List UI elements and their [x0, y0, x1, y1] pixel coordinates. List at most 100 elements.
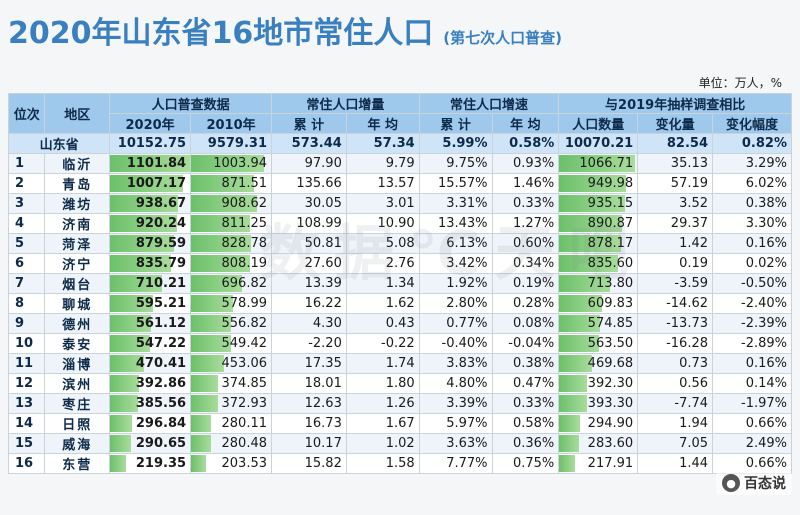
province-inc-annual: 57.34 [345, 133, 420, 154]
chg-pct-cell: 0.02% [712, 253, 792, 274]
rank-cell: 4 [7, 213, 46, 234]
p2019-bar-cell: 574.85 [558, 313, 639, 334]
chg-pct-cell: 0.16% [712, 353, 792, 374]
p2019-value: 283.60 [587, 436, 634, 451]
rate-total-cell: 15.57% [418, 173, 493, 194]
p2010-bar-cell: 549.42 [190, 333, 272, 354]
chg-cell: 29.37 [637, 213, 714, 234]
rate-annual-cell: 1.27% [491, 213, 560, 234]
p2020-bar-cell: 710.21 [109, 273, 192, 294]
city-cell: 济南 [44, 213, 111, 234]
chg-cell: 1.42 [637, 233, 714, 254]
inc-total-cell: 15.82 [271, 453, 347, 474]
rank-cell: 5 [7, 233, 46, 254]
chg-pct-cell: -2.89% [712, 333, 792, 354]
value-bar [110, 375, 139, 392]
inc-annual-cell: 1.34 [345, 273, 420, 294]
value-bar [191, 295, 234, 312]
population-table: 位次 地区 人口普查数据 常住人口增量 常住人口增速 与2019年抽样调查相比 … [7, 93, 792, 474]
p2010-bar-cell: 828.78 [190, 233, 272, 254]
value-bar [191, 195, 257, 212]
inc-annual-cell: 2.76 [345, 253, 420, 274]
inc-annual-cell: 1.80 [345, 373, 420, 394]
p2010-value: 828.78 [221, 236, 268, 251]
inc-total-cell: 17.35 [271, 353, 347, 374]
p2010-value: 556.82 [221, 316, 268, 331]
rate-annual-cell: 0.60% [491, 233, 560, 254]
chg-pct-cell: 2.49% [712, 433, 792, 454]
rate-total-cell: 3.42% [418, 253, 493, 274]
page-title-block: 2020年山东省16地市常住人口 (第七次人口普查) [8, 8, 562, 52]
p2010-bar-cell: 908.62 [190, 193, 272, 214]
chg-cell: -14.62 [637, 293, 714, 314]
table-row: 9 德州 561.12 556.82 4.30 0.43 0.77% 0.08% 574.85-… [7, 313, 792, 334]
rank-cell: 16 [7, 453, 46, 474]
unit-label: 单位：万人，% [698, 76, 782, 90]
chg-cell: 1.94 [637, 413, 714, 434]
city-cell: 泰安 [44, 333, 111, 354]
table-row: 15 威海 290.65 280.48 10.17 1.02 3.63% 0.36% 283.6… [7, 433, 792, 454]
value-bar [191, 275, 242, 292]
table-row: 12 滨州 392.86 374.85 18.01 1.80 4.80% 0.47% 392.3… [7, 373, 792, 394]
header-rate: 常住人口增速 [418, 93, 560, 114]
rate-total-cell: 0.77% [418, 313, 493, 334]
p2019-bar-cell: 294.90 [558, 413, 639, 434]
header-2020: 2020年 [109, 113, 192, 134]
chg-pct-cell: 0.66% [712, 413, 792, 434]
p2020-value: 879.59 [135, 236, 187, 251]
province-rate-annual: 0.58% [491, 133, 560, 154]
rate-annual-cell: 0.36% [491, 433, 560, 454]
p2020-value: 385.56 [135, 396, 187, 411]
province-inc-total: 573.44 [271, 133, 347, 154]
p2010-value: 203.53 [221, 456, 268, 471]
p2020-bar-cell: 595.21 [109, 293, 192, 314]
p2010-bar-cell: 203.53 [190, 453, 272, 474]
value-bar [191, 435, 212, 452]
p2010-value: 280.11 [221, 416, 268, 431]
inc-total-cell: 16.73 [271, 413, 347, 434]
inc-annual-cell: 13.57 [345, 173, 420, 194]
rank-cell: 9 [7, 313, 46, 334]
value-bar [110, 175, 184, 192]
chg-cell: 0.19 [637, 253, 714, 274]
province-name: 山东省 [7, 133, 111, 154]
p2020-value: 547.22 [135, 336, 187, 351]
p2010-value: 578.99 [221, 296, 268, 311]
rate-annual-cell: 0.33% [491, 193, 560, 214]
chg-pct-cell: -2.40% [712, 293, 792, 314]
value-bar [191, 415, 212, 432]
p2019-bar-cell: 393.30 [558, 393, 639, 414]
chg-pct-cell: 3.29% [712, 153, 792, 174]
p2019-value: 949.98 [587, 176, 634, 191]
inc-total-cell: 97.90 [271, 153, 347, 174]
rate-annual-cell: -0.04% [491, 333, 560, 354]
city-cell: 烟台 [44, 273, 111, 294]
province-2020: 10152.75 [109, 133, 192, 154]
table-row: 2 青岛 1007.17 871.51 135.66 13.57 15.57% 1.46% 94… [7, 173, 792, 194]
value-bar [191, 155, 264, 172]
p2019-bar-cell: 878.17 [558, 233, 639, 254]
value-bar [110, 455, 127, 472]
table-row: 1 临沂 1101.84 1003.94 97.90 9.79 9.75% 0.93% 1066… [7, 153, 792, 174]
inc-annual-cell: 1.67 [345, 413, 420, 434]
p2020-value: 392.86 [135, 376, 187, 391]
header-row-1: 位次 地区 人口普查数据 常住人口增量 常住人口增速 与2019年抽样调查相比 [7, 93, 792, 134]
header-change: 变化量 [637, 113, 714, 134]
value-bar [191, 335, 231, 352]
rate-total-cell: 2.80% [418, 293, 493, 314]
inc-annual-cell: 3.01 [345, 193, 420, 214]
inc-annual-cell: 1.74 [345, 353, 420, 374]
rate-total-cell: -0.40% [418, 333, 493, 354]
rate-annual-cell: 0.38% [491, 353, 560, 374]
p2020-bar-cell: 1007.17 [109, 173, 192, 194]
p2019-value: 835.60 [587, 256, 634, 271]
inc-annual-cell: 1.26 [345, 393, 420, 414]
header-row-2: 2020年 2010年 累 计 年 均 累 计 年 均 人口数量 变化量 变化幅… [9, 113, 792, 134]
rate-total-cell: 13.43% [418, 213, 493, 234]
chg-pct-cell: 0.38% [712, 193, 792, 214]
inc-total-cell: 16.22 [271, 293, 347, 314]
p2010-value: 280.48 [221, 436, 268, 451]
chg-cell: -13.73 [637, 313, 714, 334]
header-change-pct: 变化幅度 [712, 113, 792, 134]
rate-annual-cell: 0.33% [491, 393, 560, 414]
